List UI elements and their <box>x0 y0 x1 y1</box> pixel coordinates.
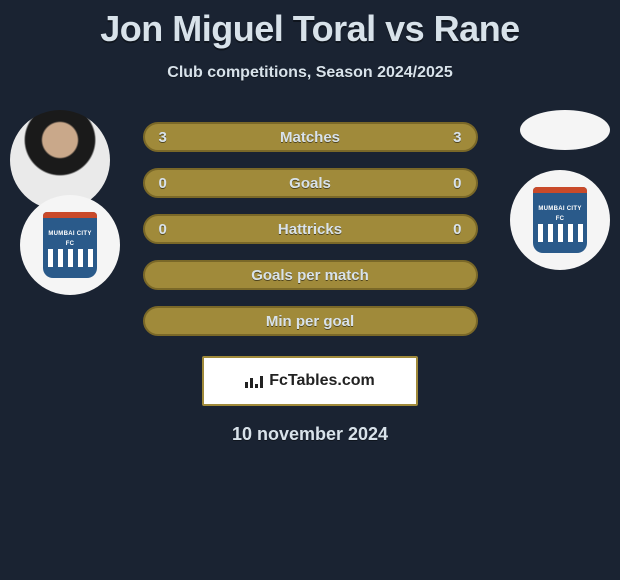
brand-box: FcTables.com <box>202 356 418 406</box>
stat-label: Goals <box>189 175 432 192</box>
stat-value-right: 0 <box>432 175 462 192</box>
stat-bar-goals: 0 Goals 0 <box>143 168 478 198</box>
stat-bar-min-per-goal: Min per goal <box>143 306 478 336</box>
stat-value-right: 0 <box>432 221 462 238</box>
stat-bar-goals-per-match: Goals per match <box>143 260 478 290</box>
stat-row: 0 Hattricks 0 <box>0 214 620 244</box>
stat-row: Goals per match <box>0 260 620 290</box>
stats-table: 3 Matches 3 0 Goals 0 0 Hattricks 0 Goal… <box>0 122 620 336</box>
page-title: Jon Miguel Toral vs Rane <box>0 0 620 50</box>
bar-chart-icon <box>245 374 263 388</box>
brand-label: FcTables.com <box>269 372 375 390</box>
stat-label: Min per goal <box>189 313 432 330</box>
stat-row: Min per goal <box>0 306 620 336</box>
stat-label: Hattricks <box>189 221 432 238</box>
stat-value-left: 3 <box>159 129 189 146</box>
stat-value-left: 0 <box>159 221 189 238</box>
stat-row: 0 Goals 0 <box>0 168 620 198</box>
infographic-root: Jon Miguel Toral vs Rane Club competitio… <box>0 0 620 580</box>
stat-bar-hattricks: 0 Hattricks 0 <box>143 214 478 244</box>
stat-label: Goals per match <box>189 267 432 284</box>
date-label: 10 november 2024 <box>0 424 620 445</box>
page-subtitle: Club competitions, Season 2024/2025 <box>0 64 620 82</box>
stat-label: Matches <box>189 129 432 146</box>
stat-value-left: 0 <box>159 175 189 192</box>
stat-row: 3 Matches 3 <box>0 122 620 152</box>
stat-value-right: 3 <box>432 129 462 146</box>
stat-bar-matches: 3 Matches 3 <box>143 122 478 152</box>
